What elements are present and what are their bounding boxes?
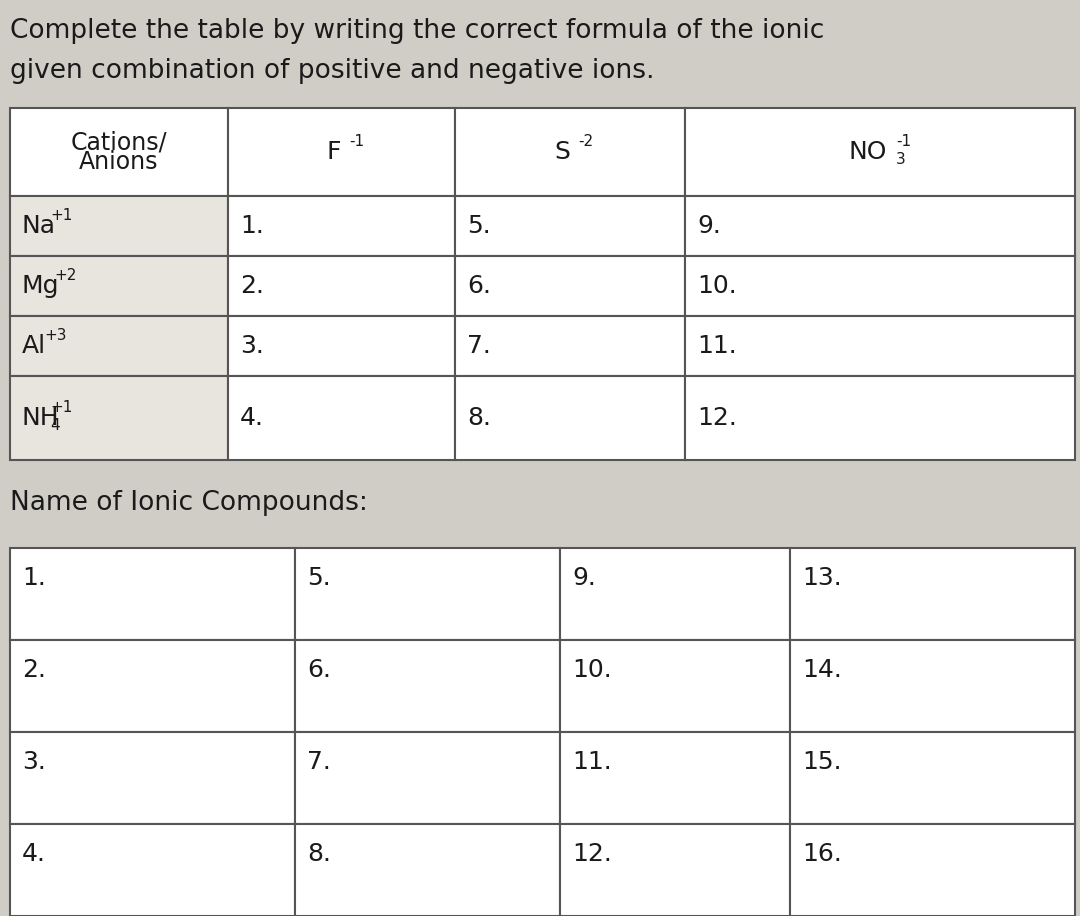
Text: Mg: Mg xyxy=(22,274,59,298)
Text: 8.: 8. xyxy=(307,842,330,866)
Text: 4.: 4. xyxy=(22,842,46,866)
Text: 13.: 13. xyxy=(802,566,841,590)
Bar xyxy=(455,376,685,460)
Text: Complete the table by writing the correct formula of the ionic: Complete the table by writing the correc… xyxy=(10,18,824,44)
Text: S: S xyxy=(554,140,570,164)
Bar xyxy=(10,548,295,640)
Bar xyxy=(10,196,228,256)
Text: 8.: 8. xyxy=(467,406,491,430)
Text: 3: 3 xyxy=(896,152,906,168)
Text: +3: +3 xyxy=(44,329,67,344)
Text: NO: NO xyxy=(849,140,887,164)
Text: 5.: 5. xyxy=(467,214,490,238)
Bar xyxy=(455,256,685,316)
Text: 6.: 6. xyxy=(307,658,330,682)
Bar xyxy=(228,316,455,376)
Bar xyxy=(561,824,789,916)
Text: 11.: 11. xyxy=(697,334,737,358)
Text: 5.: 5. xyxy=(307,566,330,590)
Text: Name of Ionic Compounds:: Name of Ionic Compounds: xyxy=(10,490,368,516)
Text: 3.: 3. xyxy=(240,334,264,358)
Bar xyxy=(685,108,1075,196)
Bar xyxy=(10,732,295,824)
Bar xyxy=(295,548,561,640)
Bar xyxy=(561,548,789,640)
Text: 14.: 14. xyxy=(802,658,842,682)
Bar xyxy=(295,824,561,916)
Bar xyxy=(295,732,561,824)
Bar xyxy=(789,824,1075,916)
Text: -1: -1 xyxy=(350,135,365,149)
Text: 12.: 12. xyxy=(697,406,737,430)
Bar xyxy=(685,376,1075,460)
Bar xyxy=(455,196,685,256)
Text: +1: +1 xyxy=(50,209,72,224)
Text: 9.: 9. xyxy=(697,214,720,238)
Bar xyxy=(789,640,1075,732)
Text: 1.: 1. xyxy=(240,214,264,238)
Text: +1: +1 xyxy=(50,400,72,416)
Text: 3.: 3. xyxy=(22,750,45,774)
Text: 10.: 10. xyxy=(572,658,611,682)
Text: 1.: 1. xyxy=(22,566,45,590)
Text: 7.: 7. xyxy=(467,334,491,358)
Text: 9.: 9. xyxy=(572,566,596,590)
Text: 12.: 12. xyxy=(572,842,612,866)
Bar xyxy=(295,640,561,732)
Text: 7.: 7. xyxy=(307,750,330,774)
Bar xyxy=(685,316,1075,376)
Text: 10.: 10. xyxy=(697,274,737,298)
Bar xyxy=(10,640,295,732)
Bar xyxy=(789,732,1075,824)
Bar xyxy=(228,196,455,256)
Bar xyxy=(561,732,789,824)
Text: Na: Na xyxy=(22,214,56,238)
Text: 6.: 6. xyxy=(467,274,491,298)
Text: Cations/: Cations/ xyxy=(70,130,167,154)
Text: -2: -2 xyxy=(578,135,593,149)
Text: Anions: Anions xyxy=(79,150,159,174)
Text: 2.: 2. xyxy=(240,274,264,298)
Text: 11.: 11. xyxy=(572,750,611,774)
Text: 2.: 2. xyxy=(22,658,46,682)
Text: 15.: 15. xyxy=(802,750,841,774)
Text: -1: -1 xyxy=(896,135,912,149)
Text: NH: NH xyxy=(22,406,59,430)
Text: 16.: 16. xyxy=(802,842,842,866)
Bar xyxy=(789,548,1075,640)
Text: 4: 4 xyxy=(50,419,59,433)
Bar xyxy=(561,640,789,732)
Bar xyxy=(10,316,228,376)
Bar xyxy=(455,316,685,376)
Bar xyxy=(685,196,1075,256)
Bar xyxy=(685,256,1075,316)
Text: F: F xyxy=(326,140,341,164)
Text: 4.: 4. xyxy=(240,406,264,430)
Text: Al: Al xyxy=(22,334,46,358)
Text: +2: +2 xyxy=(54,268,77,283)
Bar xyxy=(10,376,228,460)
Bar xyxy=(228,376,455,460)
Bar xyxy=(228,108,455,196)
Bar xyxy=(455,108,685,196)
Bar xyxy=(10,256,228,316)
Bar xyxy=(10,108,228,196)
Text: given combination of positive and negative ions.: given combination of positive and negati… xyxy=(10,58,654,84)
Bar xyxy=(10,824,295,916)
Bar xyxy=(228,256,455,316)
